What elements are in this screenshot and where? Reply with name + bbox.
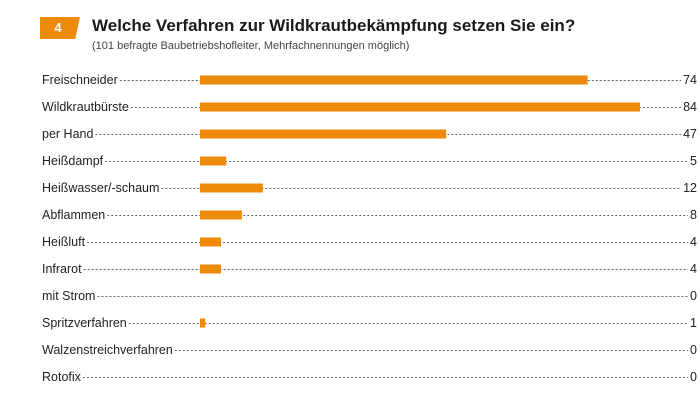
category-label: Heißdampf — [42, 154, 104, 168]
category-label: per Hand — [42, 127, 93, 141]
value-label: 0 — [690, 289, 697, 303]
bar — [200, 318, 206, 328]
bar — [200, 102, 640, 112]
bar — [200, 75, 588, 85]
bar — [200, 183, 263, 193]
value-label: 47 — [683, 127, 697, 141]
bar — [200, 129, 447, 139]
category-label: Spritzverfahren — [42, 316, 127, 330]
category-label: mit Strom — [42, 289, 95, 303]
category-label: Walzenstreichverfahren — [42, 343, 173, 357]
value-label: 4 — [690, 235, 697, 249]
value-label: 1 — [690, 316, 697, 330]
category-label: Abflammen — [42, 208, 105, 222]
category-label: Wildkrautbürste — [42, 100, 129, 114]
value-label: 74 — [683, 73, 697, 87]
bar — [200, 264, 221, 274]
category-label: Heißwasser/-schaum — [42, 181, 159, 195]
value-label: 84 — [683, 100, 697, 114]
question-number-badge: 4 — [40, 17, 80, 39]
value-label: 4 — [690, 262, 697, 276]
chart-subtitle: (101 befragte Baubetriebshofleiter, Mehr… — [92, 40, 410, 52]
bar — [200, 237, 221, 247]
bar — [200, 210, 242, 220]
value-label: 5 — [690, 154, 697, 168]
bar — [200, 156, 227, 166]
category-label: Infrarot — [42, 262, 82, 276]
value-label: 0 — [690, 343, 697, 357]
chart-title: Welche Verfahren zur Wildkrautbekämpfung… — [92, 16, 576, 35]
value-label: 8 — [690, 208, 697, 222]
value-label: 0 — [690, 370, 697, 384]
category-label: Freischneider — [42, 73, 118, 87]
value-label: 12 — [683, 181, 697, 195]
category-label: Rotofix — [42, 370, 82, 384]
category-label: Heißluft — [42, 235, 86, 249]
